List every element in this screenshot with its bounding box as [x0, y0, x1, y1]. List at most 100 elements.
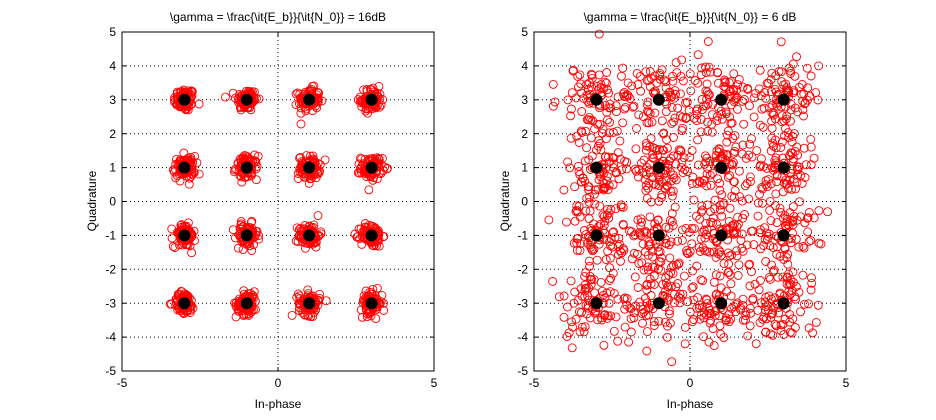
received-symbol [658, 279, 668, 289]
received-symbol [772, 218, 782, 228]
received-symbol [608, 127, 618, 137]
received-symbol [559, 312, 569, 322]
received-symbol [792, 52, 801, 62]
received-symbol [723, 130, 732, 140]
received-symbol [733, 271, 743, 280]
received-symbol [734, 166, 744, 176]
received-symbol [759, 162, 769, 171]
received-symbol [726, 118, 736, 128]
received-symbol [548, 276, 558, 286]
received-symbol [696, 234, 706, 244]
received-symbol [680, 339, 690, 349]
received-symbol [711, 306, 721, 316]
received-symbol [184, 179, 194, 189]
received-symbol [655, 68, 665, 78]
received-symbol [625, 226, 634, 236]
received-symbol [633, 283, 643, 292]
received-symbol [673, 236, 683, 246]
received-symbol [581, 126, 591, 136]
received-symbol [682, 248, 692, 258]
received-symbol [715, 205, 725, 215]
received-symbol [776, 37, 786, 47]
received-symbol [765, 205, 775, 215]
received-symbol [732, 246, 742, 256]
received-symbol [719, 198, 729, 208]
received-symbol [702, 79, 712, 89]
received-symbol [754, 84, 764, 94]
received-symbol [174, 240, 184, 250]
received-symbol [696, 127, 706, 137]
received-symbol [725, 112, 735, 122]
received-symbol [661, 239, 671, 249]
received-symbol [571, 93, 581, 103]
received-symbol [710, 157, 720, 167]
received-symbol [780, 211, 790, 221]
received-symbol [615, 246, 625, 256]
received-symbol [183, 86, 193, 96]
received-symbol [220, 92, 230, 102]
received-symbol [572, 131, 582, 141]
received-symbol [703, 99, 713, 109]
received-symbol [584, 214, 594, 224]
y-tick-label: 2 [521, 127, 528, 141]
x-tick-label: 5 [431, 376, 438, 390]
received-symbol [702, 153, 712, 163]
received-symbol [592, 255, 602, 265]
received-symbol [775, 288, 785, 298]
received-symbol [698, 227, 708, 237]
chart-title: \gamma = \frac{\it{E_b}}{\it{N_0}} = 6 d… [584, 10, 797, 24]
received-symbol [772, 170, 782, 180]
received-symbol [612, 126, 622, 136]
received-symbol [761, 292, 771, 302]
received-symbol [634, 164, 644, 174]
received-symbol [696, 70, 706, 80]
constellation-points [178, 93, 378, 310]
received-symbol [572, 205, 582, 215]
received-symbol [715, 185, 725, 195]
received-symbol [666, 237, 676, 247]
received-symbol [725, 171, 735, 180]
received-symbol [796, 212, 806, 222]
received-symbol [732, 93, 742, 103]
received-symbol [733, 212, 743, 222]
received-symbol [308, 312, 318, 321]
received-symbol [575, 246, 585, 255]
received-symbol [574, 82, 583, 92]
axis-ticks [121, 31, 435, 372]
received-symbol [669, 298, 679, 308]
received-symbol [792, 142, 802, 152]
received-symbol [570, 287, 580, 297]
received-symbol [696, 114, 706, 124]
received-symbol [692, 179, 702, 188]
received-symbol [355, 168, 364, 178]
received-symbol [788, 220, 798, 230]
received-symbol [168, 242, 178, 251]
received-symbol [374, 241, 384, 251]
received-symbol [305, 151, 315, 161]
received-symbol [314, 88, 324, 98]
received-symbol [681, 98, 691, 108]
received-symbol [640, 294, 650, 303]
received-symbol [300, 243, 310, 253]
received-symbol [355, 234, 365, 244]
received-symbol [768, 330, 778, 340]
received-symbol [758, 314, 768, 324]
received-symbol [661, 222, 671, 232]
received-symbol [594, 85, 604, 95]
received-symbol [580, 322, 590, 332]
received-symbol [590, 199, 600, 209]
received-symbol [752, 146, 762, 156]
received-symbol [644, 310, 653, 320]
received-symbol [626, 314, 636, 324]
received-symbol [294, 231, 304, 241]
received-symbol [645, 212, 655, 222]
received-symbol [654, 247, 663, 257]
received-symbol [616, 256, 625, 266]
received-symbol [613, 294, 623, 304]
received-symbol [593, 119, 603, 129]
received-symbol [741, 153, 751, 163]
received-symbol [244, 309, 254, 319]
received-symbol [572, 201, 582, 211]
constellation-point [777, 161, 790, 174]
received-symbol [718, 200, 728, 210]
